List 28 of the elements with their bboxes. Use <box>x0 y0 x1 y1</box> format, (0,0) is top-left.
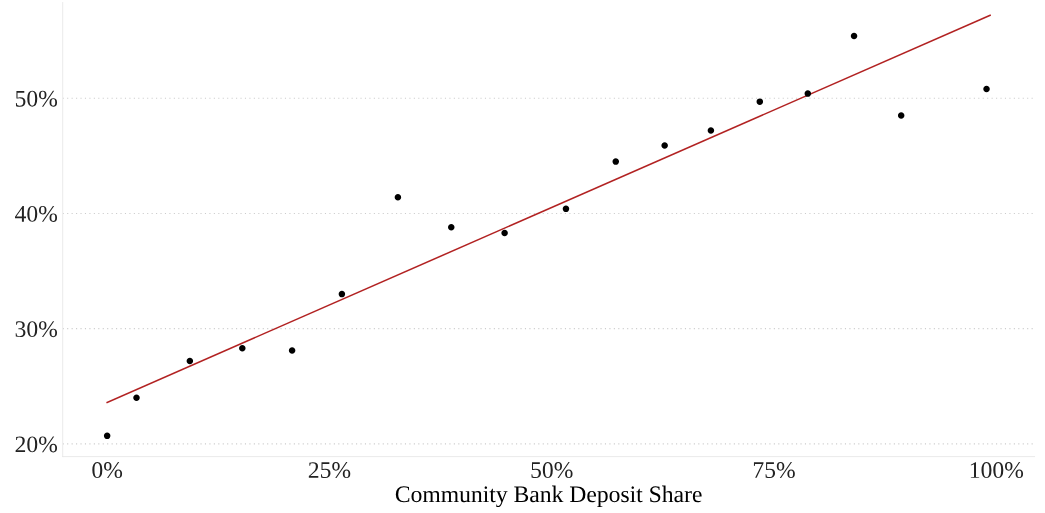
point <box>288 347 296 354</box>
point <box>756 98 764 105</box>
point <box>707 127 715 134</box>
point <box>133 394 140 402</box>
x-tick-label: 0% <box>92 462 123 479</box>
x-axis-title: Community Bank Deposit Share <box>395 485 702 508</box>
y-tick-label: 20% <box>15 436 58 453</box>
point <box>612 158 620 165</box>
point <box>850 32 858 40</box>
x-tick-label: 25% <box>308 462 351 479</box>
x-tick-label: 50% <box>531 462 573 479</box>
point <box>103 432 111 440</box>
point <box>897 112 905 119</box>
y-tick-label: 50% <box>15 90 58 107</box>
point <box>239 345 246 352</box>
point <box>394 194 402 201</box>
point <box>804 90 812 97</box>
point <box>338 290 346 298</box>
point <box>501 229 508 237</box>
y-tick-label: 40% <box>15 205 58 222</box>
point <box>448 224 455 231</box>
point <box>562 205 570 213</box>
point <box>661 142 668 149</box>
y-tick-label: 30% <box>15 321 58 338</box>
x-tick-label: 75% <box>753 462 795 479</box>
x-tick-label: 100% <box>970 462 1024 479</box>
point <box>186 357 194 365</box>
point <box>983 85 990 93</box>
